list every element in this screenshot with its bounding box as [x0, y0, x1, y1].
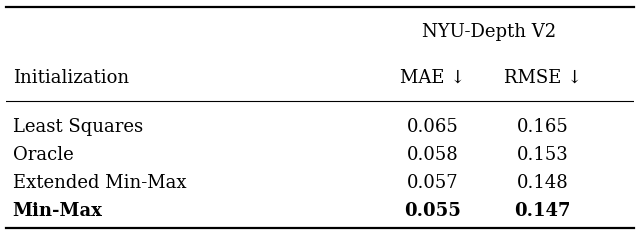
- Text: Oracle: Oracle: [13, 146, 74, 164]
- Text: 0.057: 0.057: [407, 174, 459, 192]
- Text: 0.058: 0.058: [407, 146, 459, 164]
- Text: 0.065: 0.065: [407, 118, 459, 137]
- Text: 0.147: 0.147: [515, 202, 571, 220]
- Text: Extended Min-Max: Extended Min-Max: [13, 174, 186, 192]
- Text: Min-Max: Min-Max: [13, 202, 102, 220]
- Text: RMSE ↓: RMSE ↓: [504, 69, 582, 87]
- Text: NYU-Depth V2: NYU-Depth V2: [422, 23, 556, 40]
- Text: 0.153: 0.153: [516, 146, 568, 164]
- Text: 0.055: 0.055: [404, 202, 461, 220]
- Text: 0.148: 0.148: [516, 174, 568, 192]
- Text: MAE ↓: MAE ↓: [400, 69, 465, 87]
- Text: Initialization: Initialization: [13, 69, 129, 87]
- Text: 0.165: 0.165: [516, 118, 568, 137]
- Text: Least Squares: Least Squares: [13, 118, 143, 137]
